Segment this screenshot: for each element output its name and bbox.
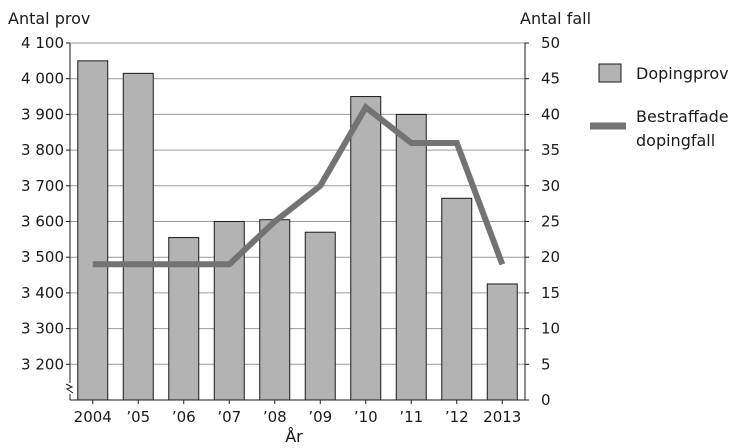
bar	[122, 72, 154, 401]
right-tick-label: 30	[541, 177, 560, 195]
left-tick-label: 3 800	[21, 141, 64, 159]
right-tick-label: 35	[541, 141, 560, 159]
right-tick-label: 50	[541, 34, 560, 52]
left-tick-label: 4 100	[21, 34, 64, 52]
left-tick-label: 3 500	[21, 248, 64, 266]
left-tick-label: 3 200	[21, 355, 64, 373]
legend-label-bestraffade-line1: Bestraffade	[636, 107, 729, 126]
x-tick-label: ’07	[217, 408, 241, 426]
right-tick-label: 45	[541, 70, 560, 88]
x-axis-title: År	[285, 427, 303, 446]
x-tick-label: 2004	[74, 408, 112, 426]
right-tick-label: 10	[541, 320, 560, 338]
left-tick-label: 3 600	[21, 213, 64, 231]
legend: Dopingprov Bestraffade dopingfall	[590, 63, 729, 150]
line-series	[92, 102, 506, 268]
bar	[213, 221, 245, 401]
left-tick-label: 3 400	[21, 284, 64, 302]
right-tick-label: 40	[541, 105, 560, 123]
legend-swatch-dopingprov	[598, 63, 622, 83]
x-tick-label: ’12	[445, 408, 469, 426]
bar	[304, 231, 336, 401]
x-tick-label: ’09	[308, 408, 332, 426]
x-tick-label: ’08	[263, 408, 287, 426]
bar	[441, 197, 473, 401]
left-tick-label: 3 300	[21, 320, 64, 338]
x-tick-label: ’11	[399, 408, 423, 426]
right-tick-label: 20	[541, 248, 560, 266]
bar	[77, 60, 109, 401]
legend-label-bestraffade-line2: dopingfall	[636, 131, 715, 150]
x-tick-label: ’10	[354, 408, 378, 426]
x-tick-labels: 2004 ’05 ’06 ’07 ’08 ’09 ’10 ’11 ’12 2013	[74, 400, 521, 426]
left-tick-label: 4 000	[21, 70, 64, 88]
left-tick-label: 3 900	[21, 105, 64, 123]
bar	[395, 113, 427, 401]
axis-break-mark	[65, 383, 74, 394]
right-tick-label: 5	[541, 355, 551, 373]
right-tick-label: 15	[541, 284, 560, 302]
left-tick-labels: 4 100 4 000 3 900 3 800 3 700 3 600 3 500 3 400…	[21, 34, 70, 373]
left-tick-label: 3 700	[21, 177, 64, 195]
legend-label-dopingprov: Dopingprov	[636, 64, 729, 83]
bar	[350, 96, 382, 401]
bar	[259, 219, 291, 401]
right-tick-label: 0	[541, 391, 551, 409]
bar-series	[77, 60, 518, 401]
left-axis-title: Antal prov	[8, 9, 90, 28]
bar	[486, 283, 518, 401]
right-tick-label: 25	[541, 213, 560, 231]
x-tick-label: ’05	[126, 408, 150, 426]
x-tick-label: ’06	[172, 408, 196, 426]
right-axis-title: Antal fall	[520, 9, 591, 28]
x-tick-label: 2013	[483, 408, 521, 426]
series-line	[92, 102, 506, 268]
